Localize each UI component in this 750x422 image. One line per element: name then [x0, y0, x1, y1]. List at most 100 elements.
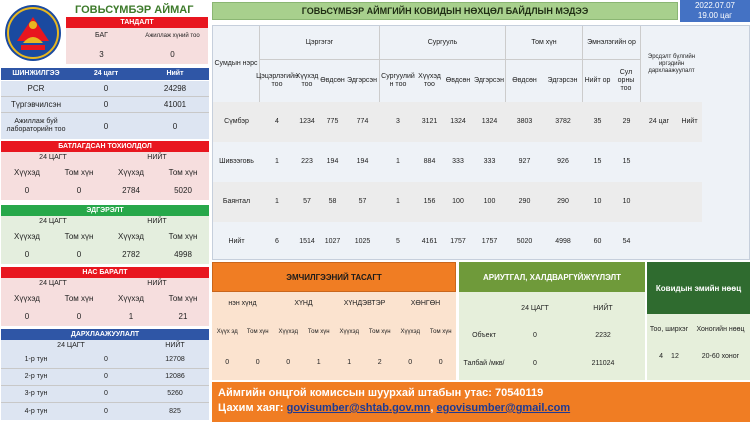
cell [677, 142, 702, 182]
emchilgee-group: нэн хүнд [228, 300, 257, 307]
emchilgee-group: ХҮНД [294, 300, 313, 307]
shinjilgee-row-24h: 0 [71, 81, 141, 97]
cell: 775 [320, 102, 345, 142]
cell: 926 [557, 158, 569, 165]
shinjilgee-table: PCR 0 24298 Түргэвчилсэн 0 41001 Ажиллаж… [1, 81, 209, 139]
darhlaa-row-label: 4-р тун [24, 407, 48, 415]
cell: Нийт [677, 102, 702, 142]
nas-baralt-value: 1 [128, 311, 134, 321]
emchilgee-value: 0 [225, 359, 230, 366]
tandalt-header-people: Ажиллаж хүний тоо [145, 33, 200, 39]
edgerelt-value: 4998 [174, 249, 192, 259]
cell: 290 [543, 182, 583, 222]
emchilgee-value: 1 [316, 359, 321, 366]
cell: 5 [396, 238, 400, 245]
emchilgee-group: ХҮНДЭВТЭР [343, 300, 386, 307]
cell: 194 [356, 158, 369, 165]
group-hospital: Эмнэлэгийн ор [583, 26, 641, 60]
emchilgee-value: 0 [438, 359, 443, 366]
emchilgee-col: Хүүх эд [216, 329, 238, 335]
darhlaa-row-total: 12708 [141, 352, 209, 369]
group-kindergarten: Цэргэгэг [260, 26, 380, 60]
batlagdsan-title: БАТЛАГДСАН ТОХИОЛДОЛ [1, 141, 209, 152]
darhlaa-row-total: 825 [169, 407, 181, 415]
ariutgal-row-label: Объект [472, 332, 496, 339]
cell: 1324 [473, 102, 506, 142]
date-box: 2022.07.07 19.00 цаг [680, 0, 750, 22]
nas-baralt-col-adult: Том хүн [168, 293, 198, 303]
cell: 290 [506, 182, 543, 222]
cell: 156 [416, 182, 443, 222]
cell: 100 [473, 182, 506, 222]
shinjilgee-row-total: 0 [172, 121, 178, 131]
row-sumber-name: Сүмбэр [213, 102, 260, 142]
cell: 194 [326, 158, 339, 165]
batlagdsan-value: 5020 [174, 185, 192, 195]
ariutgal-title: АРИУТГАЛ, ХАЛДВАРГҮЙЖҮҮЛЭЛТ [482, 272, 622, 282]
cell [641, 142, 677, 182]
emchilgee-col: Том хүн [429, 329, 452, 335]
nas-baralt-col-child: Хүүхэд [118, 293, 144, 303]
aimag-title: ГОВЬСҮМБЭР АЙМАГ [75, 4, 194, 16]
cell: 24 цаг [641, 102, 677, 142]
batlagdsan-group-total: НИЙТ [147, 154, 167, 161]
edgerelt-title: ЭДГЭРЭЛТ [1, 205, 209, 216]
footer-mail-link-2[interactable]: egovisumber@gmail.com [436, 402, 571, 414]
emiin-noots-days: 20-60 хоног [701, 353, 740, 360]
cell: 1025 [354, 238, 371, 245]
batlagdsan-col-adult: Том хүн [168, 167, 198, 177]
darhlaa-row-label: 3-р тун [1, 386, 71, 403]
emchilgee-col: Том хүн [307, 329, 330, 335]
cell: 1514 [299, 238, 315, 245]
cell: 3121 [416, 102, 443, 142]
row-total-name: Нийт [228, 238, 245, 245]
sub-header: Хүүхэд тоо [418, 73, 441, 88]
emchilgee-groups: нэн хүнд ХҮНД ХҮНДЭВТЭР ХӨНГӨН [212, 294, 456, 314]
tandalt-value-bag: 3 [99, 49, 104, 59]
edgerelt-col-child: Хүүхэд [118, 231, 144, 241]
group-adult: Том хүн [506, 26, 583, 60]
nas-baralt-title: НАС БАРАЛТ [1, 267, 209, 278]
emchilgee-value: 0 [408, 359, 413, 366]
cell: 1757 [450, 238, 466, 245]
emiin-noots-col-count: Тоо, ширхэг [649, 326, 689, 333]
emblem-icon [5, 5, 61, 61]
emiin-noots-panel: Ковидын эмийн нөөц Тоо, ширхэг Хоногийн … [647, 262, 750, 380]
cell: 15 [622, 158, 631, 165]
emiin-noots-col-days: Хоногийн нөөц [696, 326, 745, 333]
shinjilgee-row-label: Ажиллаж буй лабораторийн тоо [6, 118, 66, 133]
emchilgee-col: Том хүн [246, 329, 269, 335]
cell: 774 [345, 102, 380, 142]
cell: 1324 [443, 102, 473, 142]
shinjilgee-row-24h: 0 [71, 97, 141, 113]
emchilgee-value: 2 [377, 359, 382, 366]
shinjilgee-row-total: 24298 [141, 81, 209, 97]
nas-baralt-col-adult: Том хүн [64, 293, 94, 303]
shinjilgee-col-total: Нийт [166, 70, 184, 77]
sub-header: Өвдсөн [320, 77, 345, 84]
nas-baralt-group-total: НИЙТ [147, 280, 167, 287]
ariutgal-row-label: Талбай /мкв/ [463, 360, 505, 367]
sub-header: Сургуулий н тоо [381, 73, 415, 88]
shinjilgee-title: ШИНЖИЛГЭЭ [12, 70, 60, 77]
report-title-bar: ГОВЬСҮМБЭР АЙМГИЙН КОВИДЫН НӨХЦӨЛ БАЙДЛЫ… [212, 2, 678, 20]
tandalt-value-people: 0 [170, 49, 175, 59]
darhlaa-row-24h: 0 [71, 369, 141, 386]
emchilgee-panel: ЭМЧИЛГЭЭНИЙ ТАСАГТ нэн хүнд ХҮНД ХҮНДЭВТ… [212, 262, 456, 380]
cell: 29 [612, 102, 641, 142]
batlagdsan-value: 2784 [122, 185, 140, 195]
cell: 1 [275, 158, 279, 165]
footer-mail-link-1[interactable]: govisumber@shtab.gov.mn [286, 402, 431, 414]
emchilgee-col: Хүүхэд [278, 329, 298, 335]
nas-baralt-group-24h: 24 ЦАГТ [39, 280, 67, 287]
report-title: ГОВЬСҮМБЭР АЙМГИЙН КОВИДЫН НӨХЦӨЛ БАЙДЛЫ… [301, 6, 589, 16]
cell: 6 [275, 238, 279, 245]
sub-header: Нийт ор [584, 77, 611, 84]
ariutgal-title-bar: АРИУТГАЛ, ХАЛДВАРГҮЙЖҮҮЛЭЛТ [459, 262, 645, 292]
darhlaa-row-24h: 0 [104, 407, 108, 415]
cell: 1027 [324, 238, 341, 245]
group-school: Сургууль [380, 26, 506, 60]
batlagdsan-col-child: Хүүхэд [118, 167, 144, 177]
ariutgal-panel: АРИУТГАЛ, ХАЛДВАРГҮЙЖҮҮЛЭЛТ 24 ЦАГТ НИЙТ… [459, 262, 645, 380]
cell: 1 [380, 182, 416, 222]
